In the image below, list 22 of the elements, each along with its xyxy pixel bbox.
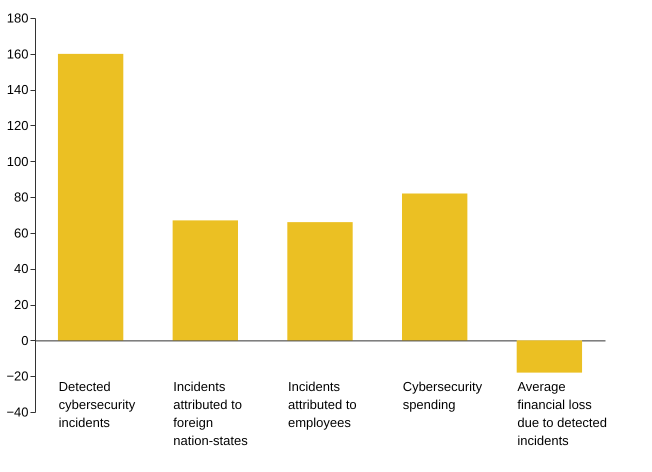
y-tick-label: 80 — [14, 190, 28, 205]
y-tick-label: 60 — [14, 225, 28, 240]
y-tick-label: −20 — [6, 368, 28, 384]
y-tick-label: 160 — [6, 46, 28, 62]
bar — [516, 340, 582, 373]
x-tick-label: Incidents attributed to employees — [288, 378, 357, 430]
x-tick-label: Detected cybersecurity incidents — [58, 378, 136, 430]
x-tick-label: Cybersecurity spending — [402, 378, 483, 412]
bar — [58, 54, 124, 340]
x-tick-label: Incidents attributed to foreign nation-states — [173, 378, 248, 448]
y-tick-label: 180 — [6, 10, 28, 26]
y-tick-label: 0 — [21, 332, 28, 348]
y-tick-label: 20 — [14, 297, 28, 312]
y-tick-label: 120 — [6, 118, 28, 133]
y-tick-label: 140 — [6, 82, 28, 98]
bar — [172, 220, 238, 340]
y-tick-label: 100 — [6, 154, 28, 169]
bar — [287, 222, 353, 340]
bar — [402, 194, 468, 340]
y-tick-label: 40 — [14, 261, 28, 276]
y-tick-label: −40 — [6, 404, 28, 420]
x-tick-label: Average financial loss due to detected incidents — [517, 378, 608, 448]
